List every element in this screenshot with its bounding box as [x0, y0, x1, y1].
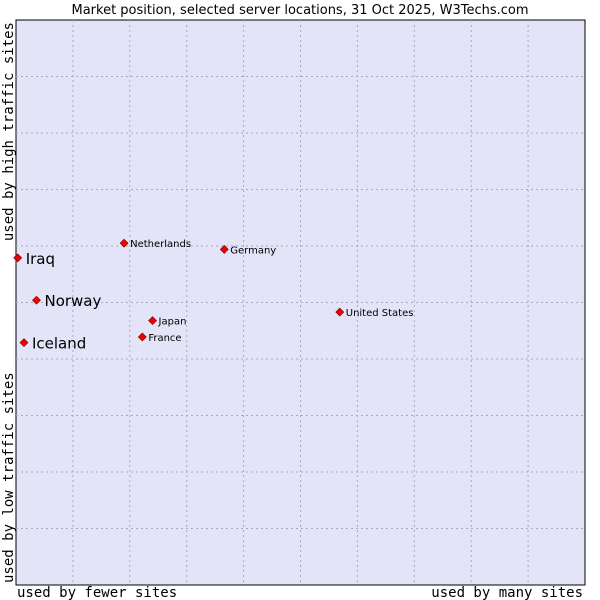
point-label-japan: Japan — [158, 317, 187, 328]
chart-title: Market position, selected server locatio… — [71, 3, 528, 18]
x-axis-label-right: used by many sites — [431, 585, 583, 600]
point-marker-netherlands — [119, 238, 129, 248]
point-marker-france — [137, 332, 147, 342]
data-points: Iraq Norway Iceland Netherlands Germany Japan… — [13, 238, 414, 353]
point-label-iceland: Iceland — [32, 335, 86, 353]
point-marker-norway — [32, 295, 41, 305]
point-label-germany: Germany — [230, 245, 276, 256]
point-label-norway: Norway — [44, 292, 101, 310]
point-marker-japan — [148, 316, 157, 326]
point-label-netherlands: Netherlands — [130, 239, 191, 250]
point-label-united-states: United States — [346, 308, 414, 319]
point-marker-united-states — [335, 307, 345, 317]
point-label-iraq: Iraq — [26, 250, 55, 268]
grid-lines — [16, 20, 585, 585]
y-axis-label-bottom: used by low traffic sites — [1, 372, 17, 583]
point-marker-iceland — [19, 338, 29, 348]
point-marker-germany — [219, 244, 229, 254]
point-marker-iraq — [13, 253, 23, 263]
y-axis-label-top: used by high traffic sites — [1, 22, 17, 241]
x-axis-label-left: used by fewer sites — [17, 585, 177, 600]
point-label-france: France — [148, 333, 181, 344]
